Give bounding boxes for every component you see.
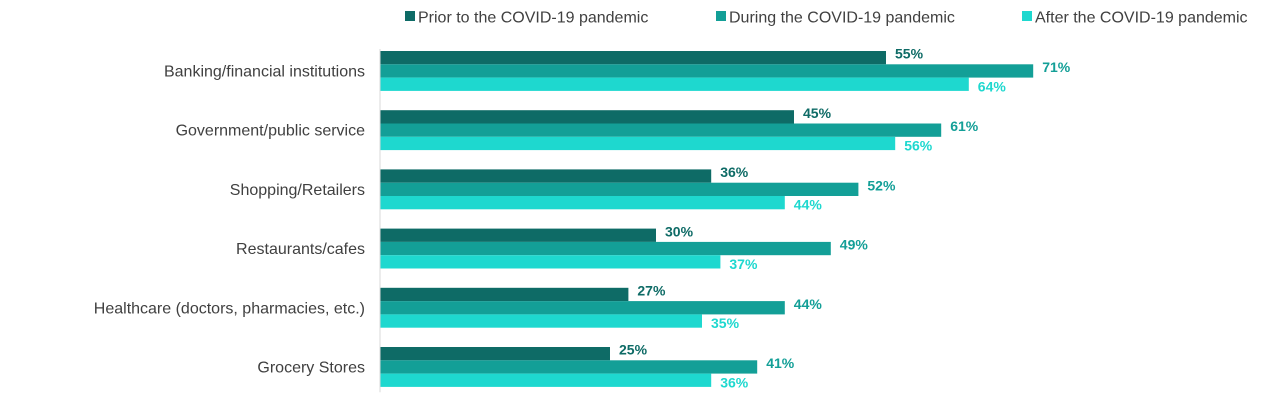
value-label-6-series-1: 25% bbox=[619, 342, 648, 358]
legend-label-3: After the COVID-19 pandemic bbox=[1035, 10, 1248, 27]
legend: Prior to the COVID-19 pandemic During the… bbox=[405, 10, 1248, 27]
bar-3-series-3 bbox=[380, 196, 785, 210]
value-label-3-series-2: 52% bbox=[867, 177, 896, 193]
bar-1-series-3 bbox=[380, 77, 969, 91]
bar-5-series-1 bbox=[380, 287, 629, 302]
bar-4-series-1 bbox=[380, 228, 656, 242]
bar-2-series-3 bbox=[380, 136, 896, 151]
legend-label-1: Prior to the COVID-19 pandemic bbox=[418, 10, 648, 27]
value-label-5-series-3: 35% bbox=[711, 315, 740, 331]
value-label-6-series-2: 41% bbox=[766, 355, 795, 371]
value-label-1-series-2: 71% bbox=[1042, 59, 1071, 75]
value-label-6-series-3: 36% bbox=[720, 374, 749, 390]
bar-6-series-1 bbox=[380, 347, 610, 361]
value-label-5-series-1: 27% bbox=[637, 282, 666, 298]
bar-4-series-2 bbox=[380, 241, 831, 256]
bar-3-series-2 bbox=[380, 182, 859, 196]
bar-1-series-1 bbox=[380, 51, 886, 65]
value-label-4-series-1: 30% bbox=[665, 223, 694, 239]
category-label-2: Government/public service bbox=[176, 123, 366, 140]
bar-6-series-3 bbox=[380, 373, 712, 387]
bar-4-series-3 bbox=[380, 255, 721, 269]
value-label-4-series-3: 37% bbox=[729, 256, 758, 272]
legend-swatch-3 bbox=[1022, 11, 1032, 21]
value-label-1-series-3: 64% bbox=[978, 78, 1007, 94]
category-label-5: Healthcare (doctors, pharmacies, etc.) bbox=[94, 300, 365, 317]
plot-area: Banking/financial institutions 55% 71% 64% G… bbox=[94, 46, 1071, 393]
legend-swatch-1 bbox=[405, 11, 415, 21]
value-label-2-series-2: 61% bbox=[950, 118, 979, 134]
bar-5-series-2 bbox=[380, 301, 785, 315]
bar-3-series-1 bbox=[380, 169, 712, 183]
value-label-1-series-1: 55% bbox=[895, 46, 924, 62]
category-label-6: Grocery Stores bbox=[257, 359, 365, 376]
bar-2-series-2 bbox=[380, 123, 942, 137]
bar-5-series-3 bbox=[380, 314, 702, 328]
value-label-3-series-3: 44% bbox=[794, 197, 823, 213]
category-label-4: Restaurants/cafes bbox=[236, 241, 365, 258]
category-label-1: Banking/financial institutions bbox=[164, 63, 365, 80]
value-label-5-series-2: 44% bbox=[794, 296, 823, 312]
bar-2-series-1 bbox=[380, 110, 794, 124]
legend-swatch-2 bbox=[716, 11, 726, 21]
value-label-4-series-2: 49% bbox=[840, 237, 869, 253]
value-label-2-series-3: 56% bbox=[904, 137, 933, 153]
value-label-2-series-1: 45% bbox=[803, 105, 832, 121]
category-label-3: Shopping/Retailers bbox=[230, 182, 365, 199]
legend-label-2: During the COVID-19 pandemic bbox=[729, 10, 955, 27]
bar-6-series-2 bbox=[380, 360, 758, 374]
value-label-3-series-1: 36% bbox=[720, 164, 749, 180]
bar-1-series-2 bbox=[380, 64, 1034, 78]
